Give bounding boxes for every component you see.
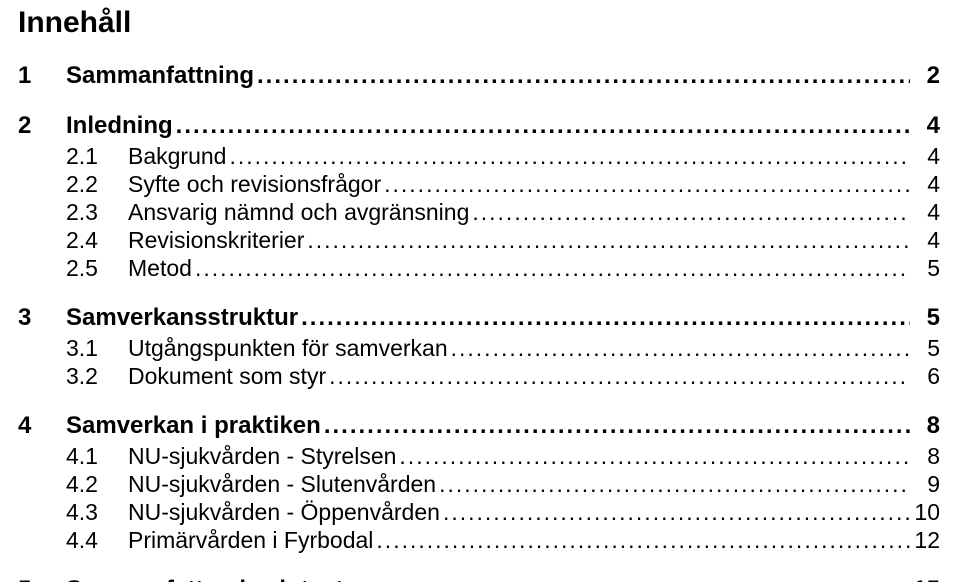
toc-label: NU-sjukvården - Slutenvården — [128, 471, 436, 498]
toc-row: 3.2Dokument som styr....................… — [18, 363, 940, 390]
toc-label: Revisionskriterier — [128, 227, 304, 254]
toc-row: 4.1NU-sjukvården - Styrelsen............… — [18, 443, 940, 470]
toc-row: 5Sammanfattande slutsatser..............… — [18, 576, 940, 582]
toc-row: 2.3Ansvarig nämnd och avgränsning.......… — [18, 199, 940, 226]
toc-page-number: 5 — [910, 255, 940, 282]
toc-leader: ........................................… — [469, 199, 910, 226]
toc-number: 3.2 — [66, 363, 128, 390]
toc-page-number: 5 — [910, 304, 940, 332]
toc-number: 4.4 — [66, 527, 128, 554]
toc-leader: ........................................… — [298, 304, 910, 332]
toc-page-number: 8 — [910, 412, 940, 440]
toc-leader: ........................................… — [448, 335, 910, 362]
toc-leader: ........................................… — [381, 171, 910, 198]
toc-row: 4.2NU-sjukvården - Slutenvården.........… — [18, 471, 940, 498]
toc-label: Samverkan i praktiken — [66, 412, 321, 440]
toc-leader: ........................................… — [226, 143, 910, 170]
toc-row: 2.2Syfte och revisionsfrågor............… — [18, 171, 940, 198]
toc-page-number: 8 — [910, 443, 940, 470]
toc-page-number: 4 — [910, 227, 940, 254]
toc-page-number: 4 — [910, 143, 940, 170]
toc-number: 4.3 — [66, 499, 128, 526]
toc-number: 2.3 — [66, 199, 128, 226]
toc-number: 4.1 — [66, 443, 128, 470]
toc-number: 4 — [18, 412, 66, 440]
toc-row: 2.4Revisionskriterier...................… — [18, 227, 940, 254]
toc-page-number: 15 — [910, 576, 940, 582]
toc-page-number: 2 — [910, 62, 940, 90]
toc-leader: ........................................… — [173, 112, 910, 140]
toc-label: Syfte och revisionsfrågor — [128, 171, 381, 198]
toc-page-number: 12 — [910, 527, 940, 554]
toc-row: 3Samverkansstruktur.....................… — [18, 304, 940, 332]
toc-page: Innehåll 1Sammanfattning................… — [0, 0, 960, 582]
toc-label: Dokument som styr — [128, 363, 326, 390]
toc-title: Innehåll — [18, 6, 940, 40]
toc-page-number: 4 — [910, 199, 940, 226]
toc-number: 2 — [18, 112, 66, 140]
toc-label: Bakgrund — [128, 143, 226, 170]
toc-row: 2.5Metod................................… — [18, 255, 940, 282]
toc-label: Metod — [128, 255, 192, 282]
toc-label: NU-sjukvården - Styrelsen — [128, 443, 396, 470]
toc-leader: ........................................… — [379, 576, 910, 582]
toc-row: 3.1Utgångspunkten för samverkan.........… — [18, 335, 940, 362]
toc-leader: ........................................… — [254, 62, 910, 90]
toc-number: 4.2 — [66, 471, 128, 498]
toc-label: Samverkansstruktur — [66, 304, 298, 332]
toc-label: Ansvarig nämnd och avgränsning — [128, 199, 469, 226]
toc-row: 4.4Primärvården i Fyrbodal..............… — [18, 527, 940, 554]
toc-number: 3.1 — [66, 335, 128, 362]
toc-number: 2.5 — [66, 255, 128, 282]
toc-leader: ........................................… — [326, 363, 910, 390]
toc-page-number: 4 — [910, 171, 940, 198]
toc-label: Inledning — [66, 112, 173, 140]
toc-leader: ........................................… — [396, 443, 910, 470]
toc-leader: ........................................… — [440, 499, 910, 526]
toc-row: 2Inledning..............................… — [18, 112, 940, 140]
toc-leader: ........................................… — [436, 471, 910, 498]
toc-number: 2.1 — [66, 143, 128, 170]
toc-row: 1Sammanfattning.........................… — [18, 62, 940, 90]
toc-page-number: 10 — [910, 499, 940, 526]
toc-number: 1 — [18, 62, 66, 90]
toc-page-number: 6 — [910, 363, 940, 390]
toc-label: Sammanfattning — [66, 62, 254, 90]
toc-leader: ........................................… — [304, 227, 910, 254]
toc-label: NU-sjukvården - Öppenvården — [128, 499, 440, 526]
toc-number: 3 — [18, 304, 66, 332]
toc-page-number: 5 — [910, 335, 940, 362]
toc-row: 4.3NU-sjukvården - Öppenvården..........… — [18, 499, 940, 526]
toc-number: 2.4 — [66, 227, 128, 254]
toc-leader: ........................................… — [373, 527, 910, 554]
toc-label: Utgångspunkten för samverkan — [128, 335, 448, 362]
toc-page-number: 9 — [910, 471, 940, 498]
toc-row: 4Samverkan i praktiken..................… — [18, 412, 940, 440]
toc-container: 1Sammanfattning.........................… — [18, 62, 940, 582]
toc-number: 5 — [18, 576, 66, 582]
toc-leader: ........................................… — [321, 412, 910, 440]
toc-label: Sammanfattande slutsatser — [66, 576, 379, 582]
toc-number: 2.2 — [66, 171, 128, 198]
toc-leader: ........................................… — [192, 255, 910, 282]
toc-page-number: 4 — [910, 112, 940, 140]
toc-label: Primärvården i Fyrbodal — [128, 527, 373, 554]
toc-row: 2.1Bakgrund.............................… — [18, 143, 940, 170]
